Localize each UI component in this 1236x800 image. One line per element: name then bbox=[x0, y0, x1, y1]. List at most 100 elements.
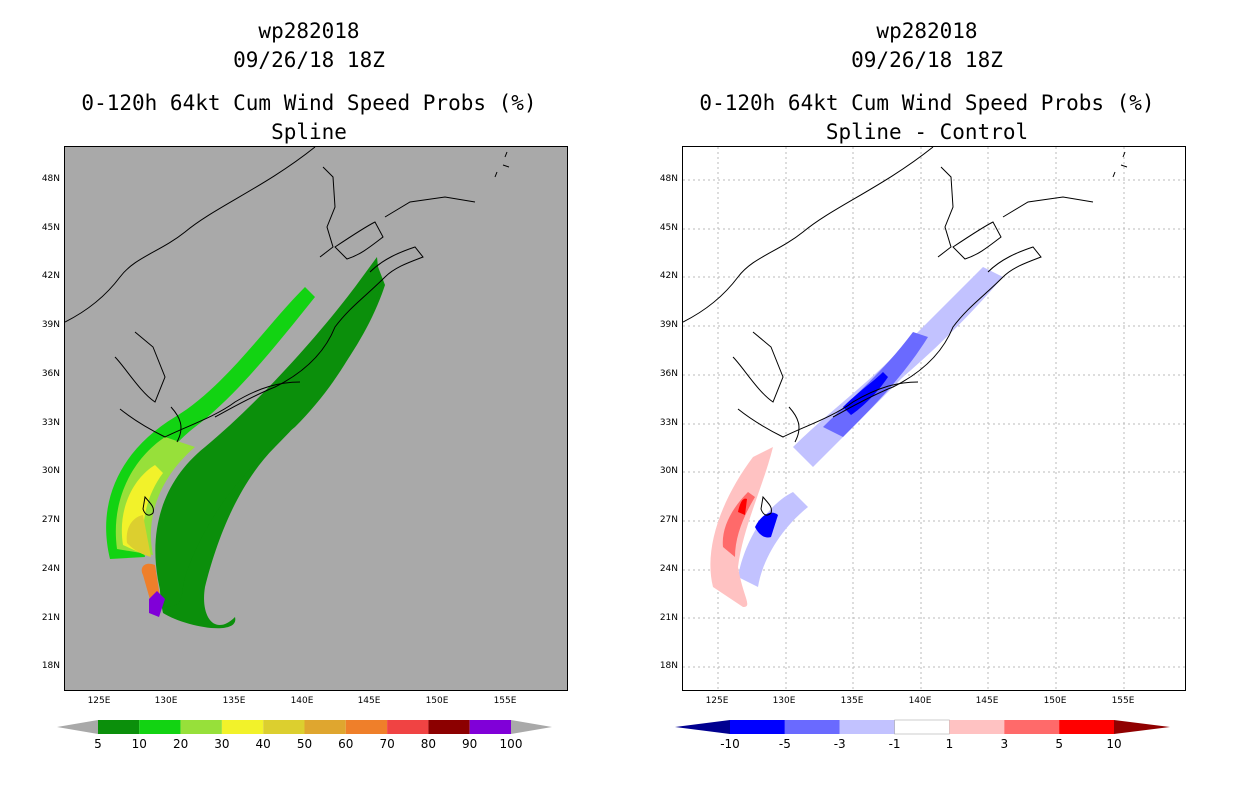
right-colorbar-swatch bbox=[1004, 720, 1060, 734]
left-lat-label: 21N bbox=[41, 613, 60, 623]
left-title-method: Spline bbox=[271, 120, 347, 144]
left-colorbar-swatch bbox=[221, 720, 264, 734]
right-title-time: 09/26/18 18Z bbox=[851, 48, 1003, 72]
right-lat-label: 42N bbox=[659, 271, 678, 281]
right-lat-label: 30N bbox=[659, 466, 678, 476]
left-lat-label: 33N bbox=[41, 418, 60, 428]
right-panel: wp282018 09/26/18 18Z 0-120h 64kt Cum Wi… bbox=[618, 0, 1236, 800]
right-lat-label: 48N bbox=[659, 174, 678, 184]
left-colorbar-swatch bbox=[98, 720, 140, 734]
right-colorbar-low-arrow bbox=[675, 720, 730, 734]
left-colorbar-label: 70 bbox=[379, 737, 395, 751]
left-colorbar-label: 80 bbox=[420, 737, 437, 751]
left-map-svg bbox=[65, 147, 510, 629]
left-colorbar-swatch bbox=[387, 720, 429, 734]
right-grid bbox=[683, 147, 1185, 690]
left-colorbar-label: 50 bbox=[296, 737, 313, 751]
left-colorbar-label: 90 bbox=[462, 737, 478, 751]
right-lat-label: 39N bbox=[659, 320, 678, 330]
left-colorbar-swatch bbox=[180, 720, 222, 734]
right-lon-label: 145E bbox=[975, 696, 999, 706]
left-lat-label: 39N bbox=[41, 320, 60, 330]
left-colorbar-high-arrow bbox=[511, 720, 552, 734]
right-lon-label: 125E bbox=[705, 696, 729, 706]
left-lon-label: 125E bbox=[87, 696, 111, 706]
right-colorbar-swatch bbox=[949, 720, 1005, 734]
right-colorbar-swatch bbox=[730, 720, 785, 734]
right-lat-label: 24N bbox=[659, 564, 678, 574]
right-colorbar-label: 10 bbox=[1106, 737, 1122, 751]
right-colorbar-label: -3 bbox=[833, 737, 846, 751]
right-diff-neg-1-south bbox=[738, 492, 808, 587]
left-title-product: 0-120h 64kt Cum Wind Speed Probs (%) bbox=[81, 91, 537, 115]
left-prob-5-main bbox=[155, 257, 380, 607]
left-title-time: 09/26/18 18Z bbox=[233, 48, 385, 72]
left-lat-label: 18N bbox=[41, 661, 60, 671]
left-colorbar-label: 60 bbox=[338, 737, 354, 751]
left-colorbar-label: 10 bbox=[131, 737, 147, 751]
right-lon-label: 155E bbox=[1111, 696, 1135, 706]
right-colorbar-label: 5 bbox=[1055, 737, 1063, 751]
left-colorbar bbox=[57, 720, 552, 734]
right-colorbar-label: 1 bbox=[945, 737, 954, 751]
left-colorbar-label: 100 bbox=[499, 737, 523, 751]
right-diff-pos-1 bbox=[710, 447, 773, 607]
left-lon-label: 140E bbox=[290, 696, 314, 706]
right-colorbar-swatch bbox=[894, 719, 950, 735]
left-lat-label: 36N bbox=[41, 369, 60, 379]
right-lat-label: 45N bbox=[659, 223, 678, 233]
right-lon-label: 140E bbox=[908, 696, 932, 706]
left-prob-90 bbox=[149, 591, 165, 617]
right-colorbar-label: -5 bbox=[778, 737, 791, 751]
left-probability-contours bbox=[106, 257, 385, 629]
right-map bbox=[682, 146, 1186, 691]
right-title-product: 0-120h 64kt Cum Wind Speed Probs (%) bbox=[699, 91, 1155, 115]
left-lat-label: 24N bbox=[41, 564, 60, 574]
left-lon-label: 135E bbox=[222, 696, 246, 706]
left-colorbar-label: 30 bbox=[214, 737, 230, 751]
right-lat-label: 36N bbox=[659, 369, 678, 379]
left-lon-label: 150E bbox=[425, 696, 449, 706]
left-lat-label: 48N bbox=[41, 174, 60, 184]
left-colorbar-swatch bbox=[469, 720, 511, 734]
left-lat-label: 42N bbox=[41, 271, 60, 281]
left-colorbar-swatch bbox=[263, 720, 305, 734]
right-diff-neg-5 bbox=[843, 372, 888, 415]
right-diff-neg-south bbox=[755, 512, 778, 538]
left-title-storm: wp282018 bbox=[258, 19, 360, 43]
right-lat-label: 21N bbox=[659, 613, 678, 623]
right-lat-label: 27N bbox=[659, 515, 678, 525]
right-colorbar-high-arrow bbox=[1114, 720, 1170, 734]
right-lat-label: 18N bbox=[659, 661, 678, 671]
right-colorbar bbox=[675, 719, 1170, 735]
right-colorbar-swatch bbox=[839, 720, 895, 734]
right-lat-label: 33N bbox=[659, 418, 678, 428]
left-lat-label: 45N bbox=[41, 223, 60, 233]
left-lat-label: 27N bbox=[41, 515, 60, 525]
left-colorbar-swatch bbox=[345, 720, 388, 734]
right-diff-pos-3 bbox=[722, 492, 755, 557]
right-map-svg bbox=[683, 147, 1185, 690]
left-colorbar-label: 5 bbox=[94, 737, 102, 751]
left-colorbar-swatch bbox=[304, 720, 346, 734]
right-colorbar-label: -10 bbox=[720, 737, 740, 751]
left-lon-label: 155E bbox=[493, 696, 517, 706]
left-colorbar-low-arrow bbox=[57, 720, 98, 734]
right-difference-contours bbox=[710, 267, 1003, 607]
left-colorbar-swatch bbox=[139, 720, 181, 734]
left-colorbar-label: 40 bbox=[255, 737, 271, 751]
left-colorbar-swatch bbox=[428, 720, 470, 734]
left-lon-label: 130E bbox=[154, 696, 178, 706]
left-panel: wp282018 09/26/18 18Z 0-120h 64kt Cum Wi… bbox=[41, 19, 568, 751]
right-coastlines bbox=[683, 147, 1128, 516]
right-title-method: Spline - Control bbox=[825, 120, 1029, 144]
right-colorbar-swatch bbox=[1059, 720, 1114, 734]
right-diff-pos-5 bbox=[738, 498, 747, 515]
left-lon-label: 145E bbox=[357, 696, 381, 706]
left-prob-10 bbox=[106, 287, 315, 559]
left-map bbox=[64, 146, 568, 691]
right-colorbar-swatch bbox=[784, 720, 840, 734]
left-prob-40 bbox=[126, 515, 151, 557]
right-lon-label: 135E bbox=[840, 696, 864, 706]
left-lat-label: 30N bbox=[41, 466, 60, 476]
